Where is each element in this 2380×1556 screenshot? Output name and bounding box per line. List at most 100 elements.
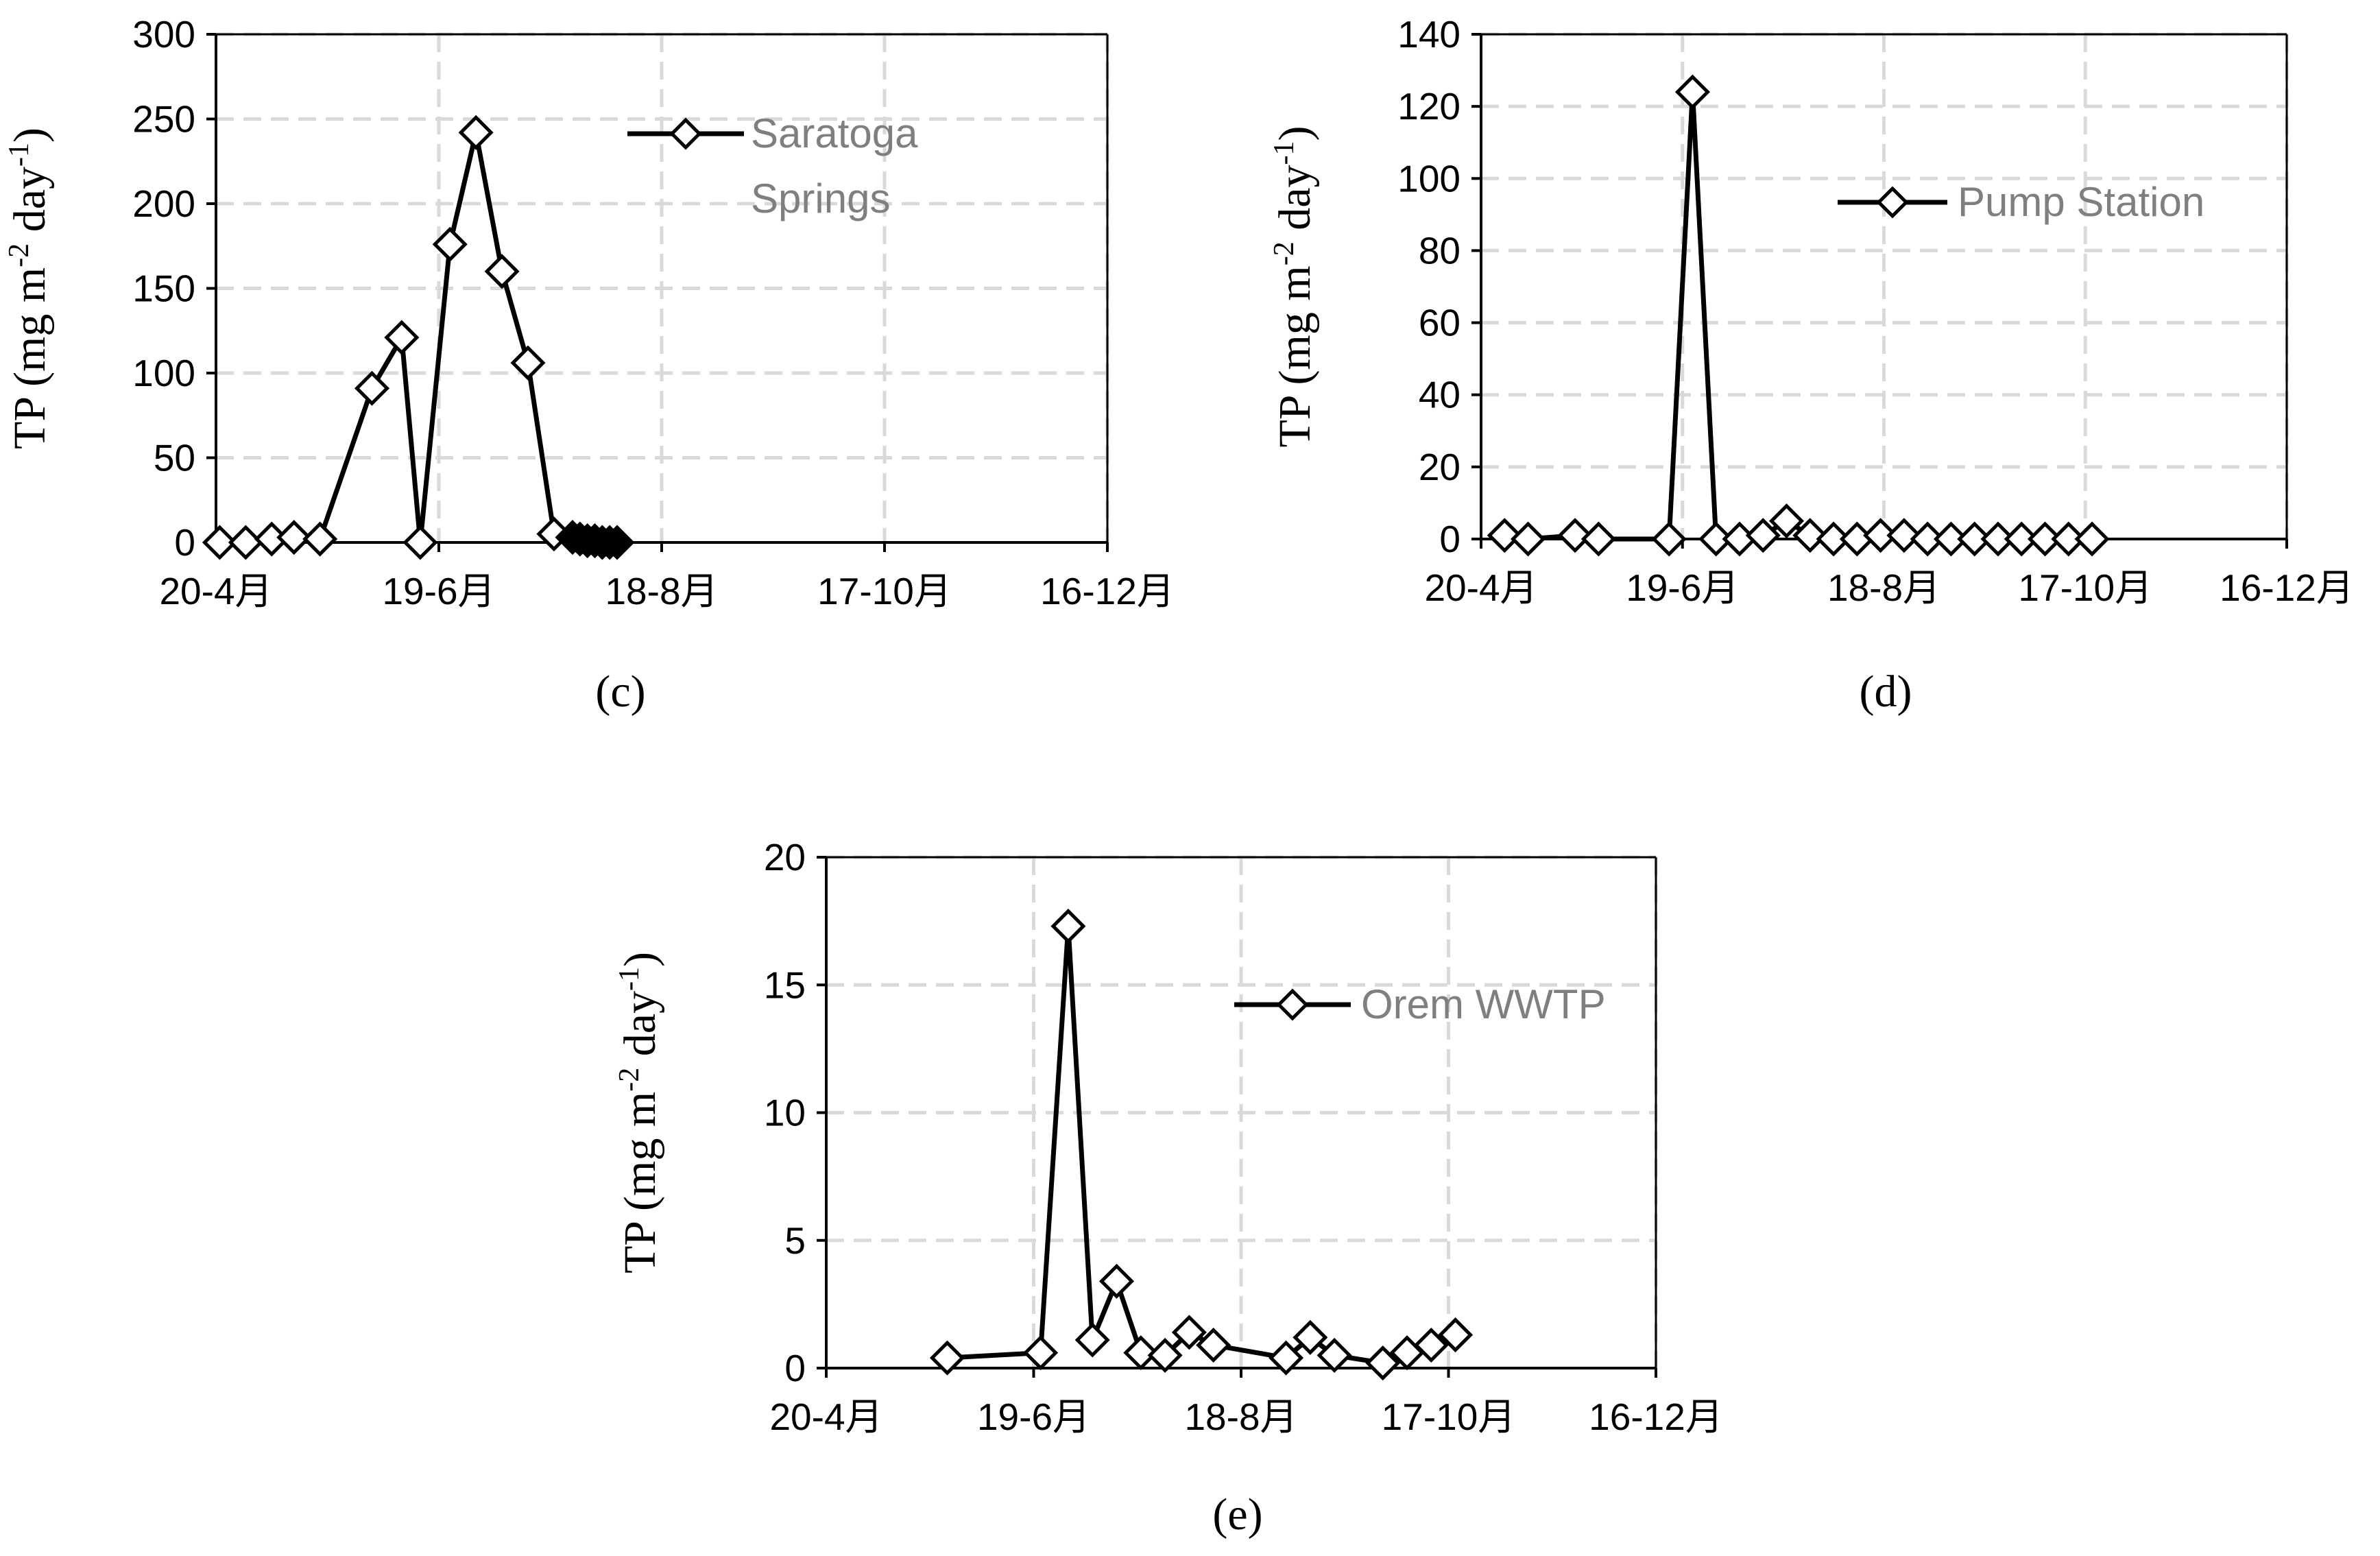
y-axis-label-part: ) — [1270, 125, 1320, 141]
x-tick-label: 16-12月 — [2220, 566, 2354, 609]
x-tick-label: 17-10月 — [817, 570, 952, 612]
legend-marker — [1876, 186, 1909, 219]
y-tick-label: 200 — [132, 182, 195, 225]
data-point — [1557, 518, 1593, 553]
data-point — [1910, 521, 1945, 557]
legend-label: Saratoga — [751, 110, 918, 156]
y-axis-label: TP (mg m-2 day-1) — [1269, 125, 1320, 447]
data-point — [276, 520, 312, 555]
legend-label: Springs — [751, 176, 890, 222]
x-tick-label: 19-6月 — [977, 1396, 1090, 1438]
y-tick-label: 120 — [1397, 85, 1461, 128]
data-point — [384, 320, 420, 355]
data-point — [1698, 521, 1734, 557]
data-point — [1074, 1322, 1110, 1358]
y-axis-label: TP (mg m-2 day-1) — [614, 952, 665, 1273]
data-point — [1816, 521, 1851, 557]
legend: Pump Station — [1838, 179, 2204, 225]
y-tick-label: 50 — [154, 437, 195, 479]
data-point — [1651, 521, 1687, 557]
data-point — [1438, 1317, 1474, 1353]
data-point — [929, 1340, 965, 1376]
subfigure-caption: (e) — [1212, 1489, 1262, 1540]
x-tick-label: 20-4月 — [769, 1396, 882, 1438]
data-point — [458, 115, 494, 150]
data-point — [202, 525, 237, 560]
data-point — [1050, 909, 1086, 944]
legend-label: Pump Station — [1958, 179, 2204, 225]
y-axis-label-part: TP (mg m — [5, 267, 55, 449]
x-tick-label: 16-12月 — [1040, 570, 1175, 612]
data-point — [1196, 1327, 1231, 1363]
data-point — [1171, 1315, 1207, 1350]
data-point — [302, 521, 338, 557]
y-tick-label: 300 — [132, 13, 195, 56]
series-line — [1504, 89, 2093, 542]
y-tick-label: 40 — [1419, 374, 1461, 416]
subfigure-caption: (c) — [595, 667, 645, 717]
y-tick-label: 150 — [132, 267, 195, 310]
y-axis-label-superscript: -2 — [614, 1068, 645, 1092]
y-tick-label: 250 — [132, 98, 195, 141]
y-axis-label-part: day — [1270, 165, 1320, 241]
data-point — [1098, 1263, 1135, 1299]
data-point — [510, 345, 546, 381]
y-axis-label-part: ) — [5, 128, 55, 143]
data-point — [484, 254, 520, 289]
x-tick-label: 19-6月 — [1626, 566, 1739, 609]
x-tick-label: 20-4月 — [159, 570, 272, 612]
x-tick-label: 18-8月 — [1827, 566, 1940, 609]
chart-panel-d: 0 20 40 60 80 100 120 140 20-4月 19-6月 18-8月 17-10月 1… — [1269, 13, 2354, 717]
y-tick-label: 20 — [764, 836, 806, 878]
subfigure-caption: (d) — [1860, 667, 1912, 717]
y-tick-label: 20 — [1419, 446, 1461, 488]
data-point — [402, 525, 438, 560]
legend-label: Orem WWTP — [1361, 981, 1606, 1027]
y-axis-label-superscript: -1 — [614, 967, 645, 991]
legend: Saratoga Springs — [627, 110, 918, 222]
legend: Orem WWTP — [1234, 981, 1606, 1027]
y-tick-label: 80 — [1419, 229, 1461, 272]
y-tick-label: 0 — [174, 521, 195, 564]
x-tick-label: 18-8月 — [605, 570, 718, 612]
y-axis-label-part: day — [5, 167, 55, 243]
y-tick-label: 5 — [784, 1219, 806, 1262]
data-point — [1365, 1345, 1401, 1381]
data-point — [2027, 521, 2063, 557]
data-point — [2004, 521, 2039, 557]
data-point — [2074, 521, 2110, 557]
data-point — [1768, 503, 1805, 539]
data-point — [1863, 518, 1899, 553]
x-tick-label: 17-10月 — [1382, 1396, 1516, 1438]
x-tick-label: 20-4月 — [1424, 566, 1537, 609]
y-axis-label-part: ) — [615, 952, 665, 967]
chart-panel-c: 0 50 100 150 200 250 300 20-4月 19-6月 18-8月 17-10月 1… — [3, 13, 1175, 717]
y-tick-label: 100 — [132, 352, 195, 394]
y-axis-label: TP (mg m-2 day-1) — [3, 128, 55, 449]
y-tick-label: 0 — [784, 1347, 806, 1389]
y-axis-label-part: day — [615, 991, 665, 1068]
y-tick-label: 60 — [1419, 302, 1461, 344]
y-axis-label-part: TP (mg m — [1270, 265, 1320, 447]
x-tick-label: 16-12月 — [1589, 1396, 1723, 1438]
data-point — [2051, 521, 2087, 557]
data-point — [1980, 521, 2016, 557]
data-point — [1886, 518, 1922, 553]
data-point-filled — [599, 525, 635, 560]
y-tick-label: 100 — [1397, 157, 1461, 200]
data-point — [1674, 74, 1710, 110]
y-tick-label: 140 — [1397, 13, 1461, 56]
data-point — [1792, 518, 1828, 553]
data-point — [1413, 1327, 1449, 1363]
data-point — [1269, 1340, 1304, 1376]
y-axis-label-part: TP (mg m — [615, 1092, 665, 1273]
y-axis-label-superscript: -1 — [1269, 141, 1300, 165]
x-tick-label: 19-6月 — [382, 570, 495, 612]
data-point — [1123, 1335, 1159, 1371]
data-point — [1487, 518, 1522, 553]
data-point — [432, 226, 468, 262]
legend-marker — [669, 117, 702, 150]
data-point — [1511, 521, 1546, 557]
data-point — [354, 370, 390, 406]
x-tick-label: 17-10月 — [2018, 566, 2152, 609]
